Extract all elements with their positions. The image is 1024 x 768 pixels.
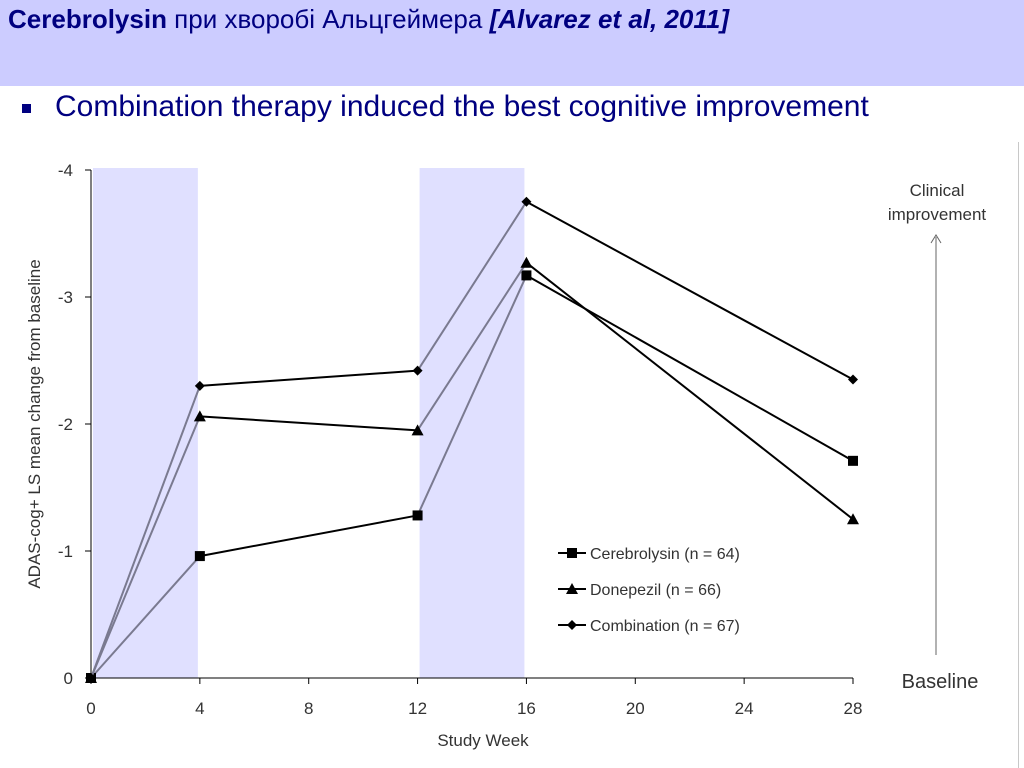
y-axis-label: ADAS-cog+ LS mean change from baseline [25, 259, 44, 588]
legend-entry-label: Donepezil (n = 66) [590, 582, 721, 599]
x-tick-label: 4 [195, 699, 204, 718]
y-tick-label: -1 [58, 542, 73, 561]
baseline-label: Baseline [902, 671, 979, 693]
series-segment [525, 274, 854, 462]
x-axis-label: Study Week [437, 731, 529, 750]
y-tick-label: -3 [58, 288, 73, 307]
legend-entry-label: Combination (n = 67) [590, 618, 740, 635]
series-group [85, 196, 859, 683]
legend: Cerebrolysin (n = 64) Donepezil (n = 66) C… [558, 546, 740, 635]
up-arrow-icon [930, 234, 942, 244]
y-tick-label: -2 [58, 415, 73, 434]
legend-marker [566, 583, 578, 594]
shaded-region-0 [93, 168, 198, 678]
data-point [86, 673, 96, 683]
data-point [412, 365, 423, 376]
series-segment [90, 385, 201, 679]
right-divider [1018, 142, 1019, 768]
series-segment [199, 415, 418, 432]
x-tick-label: 20 [626, 699, 645, 718]
data-point [194, 551, 205, 562]
data-point [521, 270, 532, 281]
title-citation: [Alvarez et al, 2011] [489, 4, 730, 34]
x-ticks: 0 4 8 12 16 20 24 28 [86, 678, 862, 718]
data-point [193, 410, 206, 422]
series-segment [199, 369, 418, 387]
bullet-point: Combination therapy induced the best cog… [22, 90, 869, 124]
shaded-region-1 [419, 168, 525, 678]
data-point [412, 510, 423, 521]
legend-marker [567, 548, 577, 558]
series-segment [90, 555, 201, 679]
shaded-regions [93, 168, 525, 678]
data-point [411, 424, 424, 436]
data-point [847, 513, 859, 525]
x-tick-label: 28 [844, 699, 863, 718]
bullet-text: Combination therapy induced the best cog… [55, 90, 869, 123]
data-point [520, 256, 533, 268]
improvement-label-line2: improvement [888, 205, 987, 224]
y-tick-label: -4 [58, 161, 73, 180]
title-drug: Cerebrolysin [8, 4, 167, 34]
title-subject: при хворобі Альцгеймера [166, 4, 490, 34]
series-segment [90, 415, 201, 679]
square-bullet-icon [22, 104, 31, 114]
legend-entry-label: Cerebrolysin (n = 64) [590, 546, 740, 563]
improvement-label-line1: Clinical [910, 181, 965, 200]
series-segment [525, 200, 854, 381]
x-tick-label: 16 [517, 699, 536, 718]
series-segment [199, 514, 418, 558]
y-tick-label: 0 [64, 669, 73, 688]
data-point [194, 380, 205, 391]
slide-title: Cerebrolysin при хворобі Альцгеймера [Al… [8, 4, 729, 35]
series-segment [416, 274, 528, 516]
series-diamond [86, 196, 858, 683]
series-triangle [85, 256, 859, 683]
x-tick-label: 0 [86, 699, 95, 718]
data-point [848, 374, 858, 385]
legend-marker [567, 620, 577, 630]
title-band: Cerebrolysin при хворобі Альцгеймера [Al… [0, 0, 1024, 86]
data-point [848, 455, 858, 466]
series-segment [416, 201, 528, 372]
x-tick-label: 12 [408, 699, 427, 718]
x-tick-label: 24 [735, 699, 754, 718]
series-segment [525, 261, 854, 521]
data-point [521, 196, 532, 207]
x-tick-label: 8 [304, 699, 313, 718]
y-ticks: 0 -1 -2 -3 -4 [58, 161, 91, 688]
series-segment [416, 262, 528, 431]
